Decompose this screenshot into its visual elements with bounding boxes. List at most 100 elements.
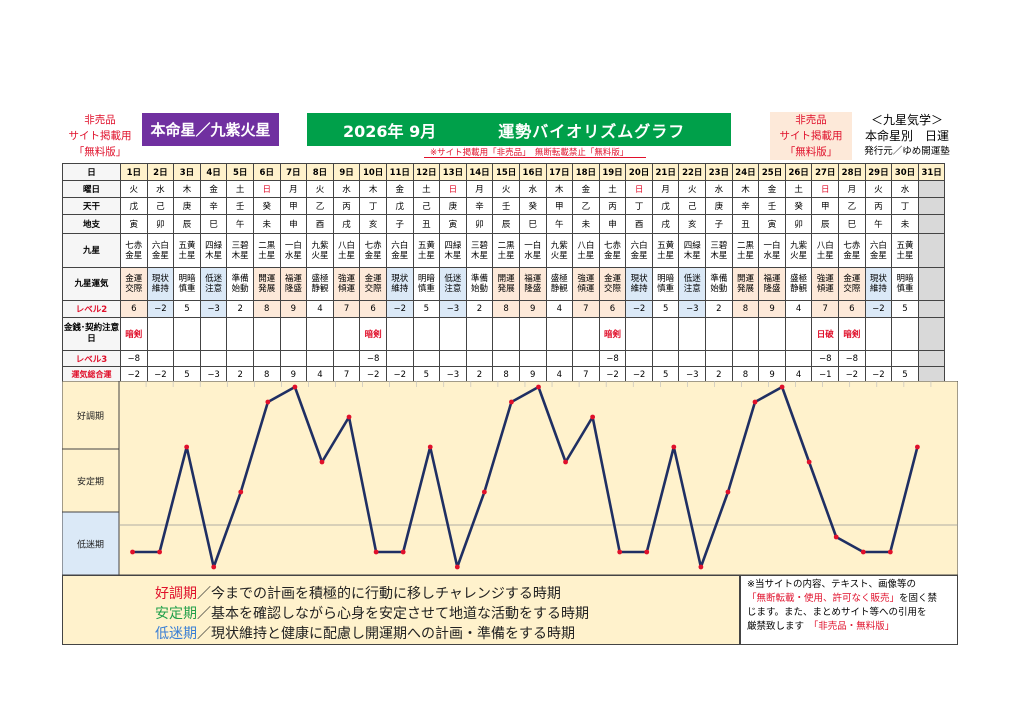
level2-cell: 7 [811,300,840,318]
level2-cell [917,300,946,318]
kyusei-line: 水星 [284,250,302,261]
fortune-cell: 準備 始動 [226,267,254,301]
weekday-cell: 火 [864,180,893,198]
level3-cell [412,350,441,367]
weekday-cell: 日 [625,180,653,198]
brand-line: 本命星別 日運 [864,129,949,143]
day-cell: 20日 [625,163,653,181]
branch-cell: 戌 [651,214,680,234]
weekday-cell: 木 [173,180,201,198]
kyusei-line: 四緑 [444,240,462,251]
fortune-line: 開運 [736,274,754,284]
day-cell: 2日 [146,163,175,181]
level2-cell: −2 [146,300,175,318]
data-point [265,399,271,405]
level2-cell: 2 [705,300,733,318]
label-fortune: 九星運気 [62,267,121,301]
level3-cell [439,350,467,367]
branch-cell: 丑 [731,214,760,234]
kyusei-line: 九紫 [790,240,808,251]
branch-cell: 子 [385,214,414,234]
label-stem: 天干 [62,197,121,215]
fortune-line: 維持 [151,284,169,294]
fortune-cell: 金運 交際 [838,267,866,301]
fortune-line: 現状 [151,274,169,284]
stem-cell: 丁 [359,197,387,215]
level3-cell [226,350,254,367]
level2-cell: 4 [545,300,574,318]
data-point [509,399,514,405]
caution-cell [492,317,520,351]
stem-cell: 丙 [598,197,627,215]
weekday-cell: 水 [518,180,547,198]
kyusei-cell: 一白 水星 [758,233,786,268]
fortune-line: 開運 [497,274,515,284]
level3-cell [784,350,813,367]
level2-cell: 2 [226,300,254,318]
fortune-cell: 強運 傾運 [811,267,840,301]
stem-cell: 癸 [784,197,813,215]
fortune-cell [917,267,946,301]
kyusei-line: 二黒 [736,240,754,251]
fortune-cell: 盛極 静観 [784,267,813,301]
weekday-cell: 土 [412,180,441,198]
fortune-line: 盛極 [311,274,329,284]
caution-cell [332,317,361,351]
branch-cell: 酉 [306,214,334,234]
weekday-cell: 火 [306,180,334,198]
caution-cell [306,317,334,351]
label-branch: 地支 [62,214,121,234]
kyusei-cell: 五黄 土星 [891,233,919,268]
fortune-line: 始動 [231,284,249,294]
level3-cell [572,350,600,367]
kyusei-line: 三碧 [231,240,249,251]
fortune-line: 明暗 [417,274,435,284]
note-text: を固く禁 [899,593,938,604]
label-caution: 金銭･契約注意日 [62,317,121,351]
stem-cell: 辛 [199,197,228,215]
data-point [536,384,541,390]
phase-legend: 好調期／今までの計画を積極的に行動に移しチャレンジする時期 安定期／基本を確認し… [62,575,740,645]
kyusei-line: 木星 [231,250,249,261]
caution-cell: 暗剣 [838,317,866,351]
kyusei-line: 金星 [364,250,382,261]
level3-cell [465,350,494,367]
label-level2: レベル2 [62,300,121,318]
kyusei-line: 七赤 [364,240,382,251]
level2-cell: 8 [252,300,281,318]
stem-cell: 癸 [518,197,547,215]
fortune-line: 発展 [258,284,276,294]
right-tag-line: 非売品 [795,114,827,126]
level3-cell [625,350,653,367]
data-point [184,444,190,450]
kyusei-cell: 九紫 火星 [784,233,813,268]
stem-cell: 甲 [545,197,574,215]
day-cell: 9日 [332,163,361,181]
stem-cell: 戊 [651,197,680,215]
warning-text: ※サイト掲載用「非売品」 無断転載禁止「無料版」 [430,148,629,158]
caution-cell [199,317,228,351]
kyusei-line: 金星 [151,250,169,261]
level3-cell [758,350,786,367]
day-cell: 5日 [226,163,254,181]
day-cell: 4日 [199,163,228,181]
day-cell: 26日 [784,163,813,181]
warning-underline [424,157,646,158]
kyusei-line: 木星 [471,250,489,261]
level2-cell: 9 [518,300,547,318]
level2-cell: 8 [731,300,760,318]
day-cell: 21日 [651,163,680,181]
fortune-line: 福運 [763,274,781,284]
kyusei-line: 土星 [657,250,675,261]
kyusei-line: 五黄 [417,240,435,251]
kyusei-cell: 六白 金星 [625,233,653,268]
kyusei-line: 土星 [178,250,196,261]
fortune-line: 準備 [231,274,249,284]
fortune-line: 注意 [683,284,701,294]
kyusei-cell: 八白 土星 [332,233,361,268]
branch-cell: 辰 [811,214,840,234]
caution-cell: 暗剣 [120,317,148,351]
kyusei-line: 火星 [550,250,568,261]
fortune-cell: 現状 維持 [625,267,653,301]
day-cell: 28日 [838,163,866,181]
